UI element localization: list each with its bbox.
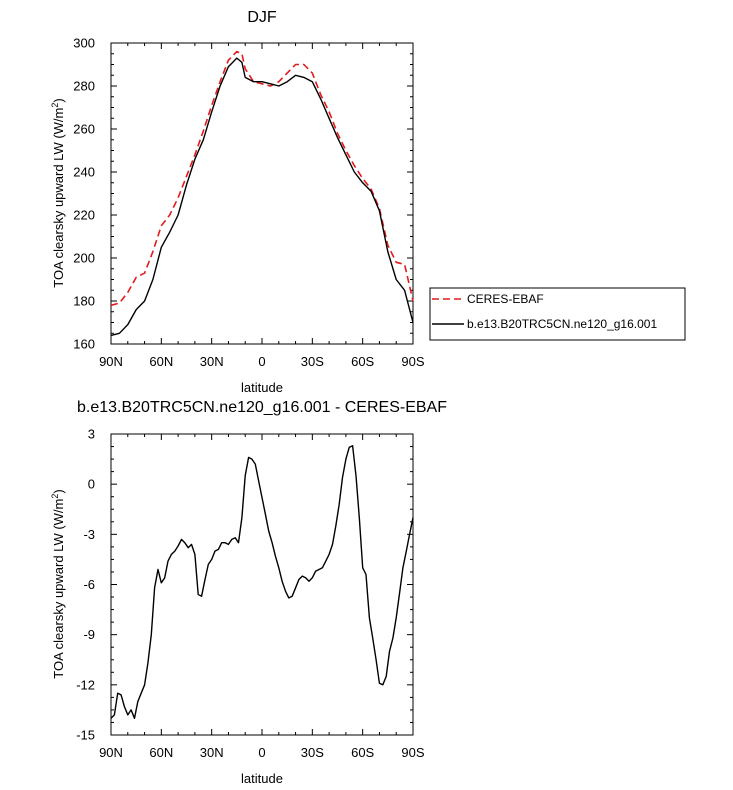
bottom-x-tick-label: 90N bbox=[99, 745, 123, 760]
legend-box bbox=[429, 287, 686, 341]
legend: CERES-EBAF b.e13.B20TRC5CN.ne120_g16.001 bbox=[429, 287, 686, 341]
top-series-line-ceres bbox=[110, 50, 414, 307]
top-y-tick-label: 200 bbox=[73, 251, 95, 266]
legend-label-ceres: CERES-EBAF bbox=[467, 292, 544, 306]
top-x-tick-label: 30S bbox=[301, 354, 324, 369]
top-x-tick-label: 30N bbox=[200, 354, 224, 369]
bottom-y-tick-label: -9 bbox=[83, 627, 95, 642]
bottom-x-tick-label: 30N bbox=[200, 745, 224, 760]
top-chart-title: DJF bbox=[247, 9, 277, 26]
top-y-tick-label: 240 bbox=[73, 165, 95, 180]
bottom-x-tick-label: 60N bbox=[149, 745, 173, 760]
top-y-tick-label: 180 bbox=[73, 294, 95, 309]
bottom-series-line-difference bbox=[110, 445, 414, 719]
top-y-tick-label: 220 bbox=[73, 208, 95, 223]
bottom-x-tick-label: 60S bbox=[351, 745, 374, 760]
top-series-line-model bbox=[110, 57, 414, 337]
bottom-x-tick-label: 0 bbox=[258, 745, 265, 760]
top-y-tick-label: 160 bbox=[73, 337, 95, 352]
top-plot-frame bbox=[110, 42, 414, 345]
bottom-y-tick-label: -3 bbox=[83, 527, 95, 542]
bottom-y-tick-label: -6 bbox=[83, 577, 95, 592]
top-y-tick-label: 300 bbox=[73, 36, 95, 51]
bottom-x-tick-label: 30S bbox=[301, 745, 324, 760]
bottom-y-tick-label: 0 bbox=[88, 477, 95, 492]
top-y-axis-label: TOA clearsky upward LW (W/m2) bbox=[50, 98, 66, 287]
top-y-tick-label: 260 bbox=[73, 122, 95, 137]
top-x-tick-label: 0 bbox=[258, 354, 265, 369]
bottom-chart-title: b.e13.B20TRC5CN.ne120_g16.001 - CERES-EB… bbox=[77, 399, 447, 416]
bottom-y-tick-label: 3 bbox=[88, 427, 95, 442]
top-series bbox=[110, 50, 414, 337]
top-x-tick-label: 60S bbox=[351, 354, 374, 369]
top-x-axis-label: latitude bbox=[241, 380, 283, 395]
bottom-panel: b.e13.B20TRC5CN.ne120_g16.001 - CERES-EB… bbox=[50, 399, 447, 786]
bottom-x-tick-label: 90S bbox=[401, 745, 424, 760]
bottom-ticks: 90N 60N 30N 0 30S 60S 90S -15 -12 -9 -6 -3 0 3 bbox=[76, 427, 425, 761]
top-y-tick-label: 280 bbox=[73, 79, 95, 94]
top-ticks: 90N 60N 30N 0 30S 60S 90S 160 180 200 220 240 260 280… bbox=[73, 36, 425, 370]
bottom-plot-frame bbox=[110, 433, 414, 736]
legend-label-model: b.e13.B20TRC5CN.ne120_g16.001 bbox=[467, 317, 657, 331]
top-x-tick-label: 60N bbox=[149, 354, 173, 369]
bottom-series bbox=[110, 445, 414, 719]
top-x-tick-label: 90N bbox=[99, 354, 123, 369]
top-panel: DJF 90N 60N 30N 0 30S 60S 90S 160 180 200 220 240 26… bbox=[50, 9, 425, 395]
top-x-tick-label: 90S bbox=[401, 354, 424, 369]
bottom-y-tick-label: -12 bbox=[76, 677, 95, 692]
bottom-y-tick-label: -15 bbox=[76, 728, 95, 743]
bottom-x-axis-label: latitude bbox=[241, 771, 283, 786]
bottom-y-axis-label: TOA clearsky upward LW (W/m2) bbox=[50, 489, 66, 678]
